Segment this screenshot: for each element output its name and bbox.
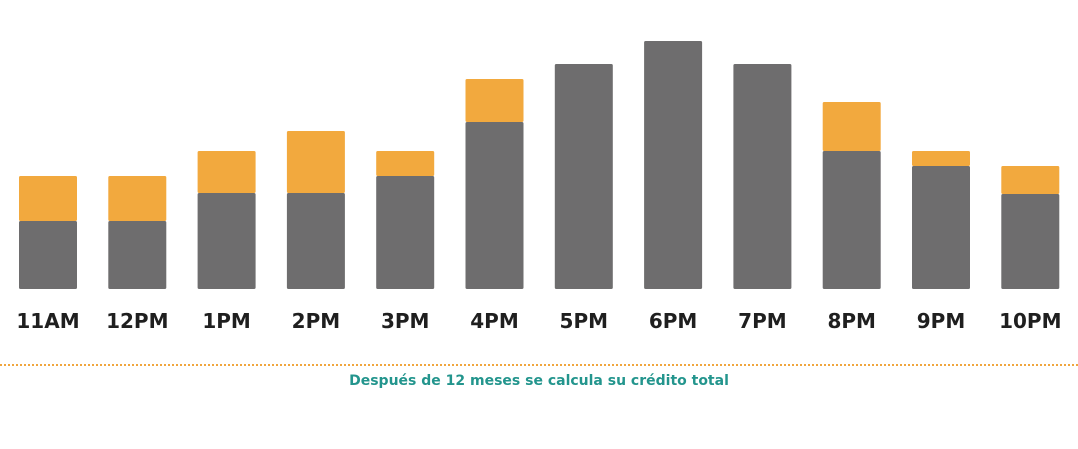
- bar-3pm-segment-1: [376, 176, 435, 289]
- bar-3pm-segment-2: [376, 151, 435, 176]
- bar-1pm-segment-1: [197, 193, 256, 289]
- x-tick-label-7pm: 7PM: [738, 309, 786, 333]
- bar-10pm-segment-1: [1001, 194, 1060, 289]
- bar-11am-segment-2: [19, 176, 77, 221]
- bar-9pm-segment-1: [912, 166, 970, 289]
- bar-7pm-segment-1: [733, 64, 792, 289]
- footnote-text: Después de 12 meses se calcula su crédit…: [349, 373, 729, 389]
- x-tick-label-11am: 11AM: [16, 309, 79, 333]
- x-tick-label-4pm: 4PM: [470, 309, 518, 333]
- x-tick-label-2pm: 2PM: [292, 309, 340, 333]
- bar-10pm-segment-2: [1001, 166, 1060, 194]
- bars-group: [19, 41, 1060, 289]
- bar-8pm-segment-1: [822, 151, 881, 289]
- bar-1pm-segment-2: [197, 151, 256, 193]
- bar-9pm-segment-2: [912, 151, 970, 166]
- bar-2pm-segment-2: [286, 131, 345, 193]
- bar-2pm-segment-1: [286, 193, 345, 289]
- bar-6pm-segment-1: [644, 41, 703, 289]
- x-tick-label-3pm: 3PM: [381, 309, 429, 333]
- bar-12pm-segment-2: [108, 176, 167, 221]
- x-tick-label-8pm: 8PM: [827, 309, 875, 333]
- bar-4pm-segment-2: [465, 79, 524, 122]
- bar-5pm-segment-1: [554, 64, 613, 289]
- dotted-divider: [0, 364, 1078, 366]
- x-tick-label-10pm: 10PM: [999, 309, 1061, 333]
- x-tick-label-5pm: 5PM: [560, 309, 608, 333]
- x-tick-label-12pm: 12PM: [106, 309, 168, 333]
- bar-11am-segment-1: [19, 221, 77, 289]
- bar-4pm-segment-1: [465, 122, 524, 289]
- x-tick-label-1pm: 1PM: [202, 309, 250, 333]
- bar-12pm-segment-1: [108, 221, 167, 289]
- x-tick-label-6pm: 6PM: [649, 309, 697, 333]
- x-axis-tick-labels: 11AM 12PM 1PM 2PM 3PM 4PM 5PM 6PM 7PM 8PM 9PM 10PM: [16, 309, 1061, 333]
- x-tick-label-9pm: 9PM: [917, 309, 965, 333]
- bar-8pm-segment-2: [822, 102, 881, 151]
